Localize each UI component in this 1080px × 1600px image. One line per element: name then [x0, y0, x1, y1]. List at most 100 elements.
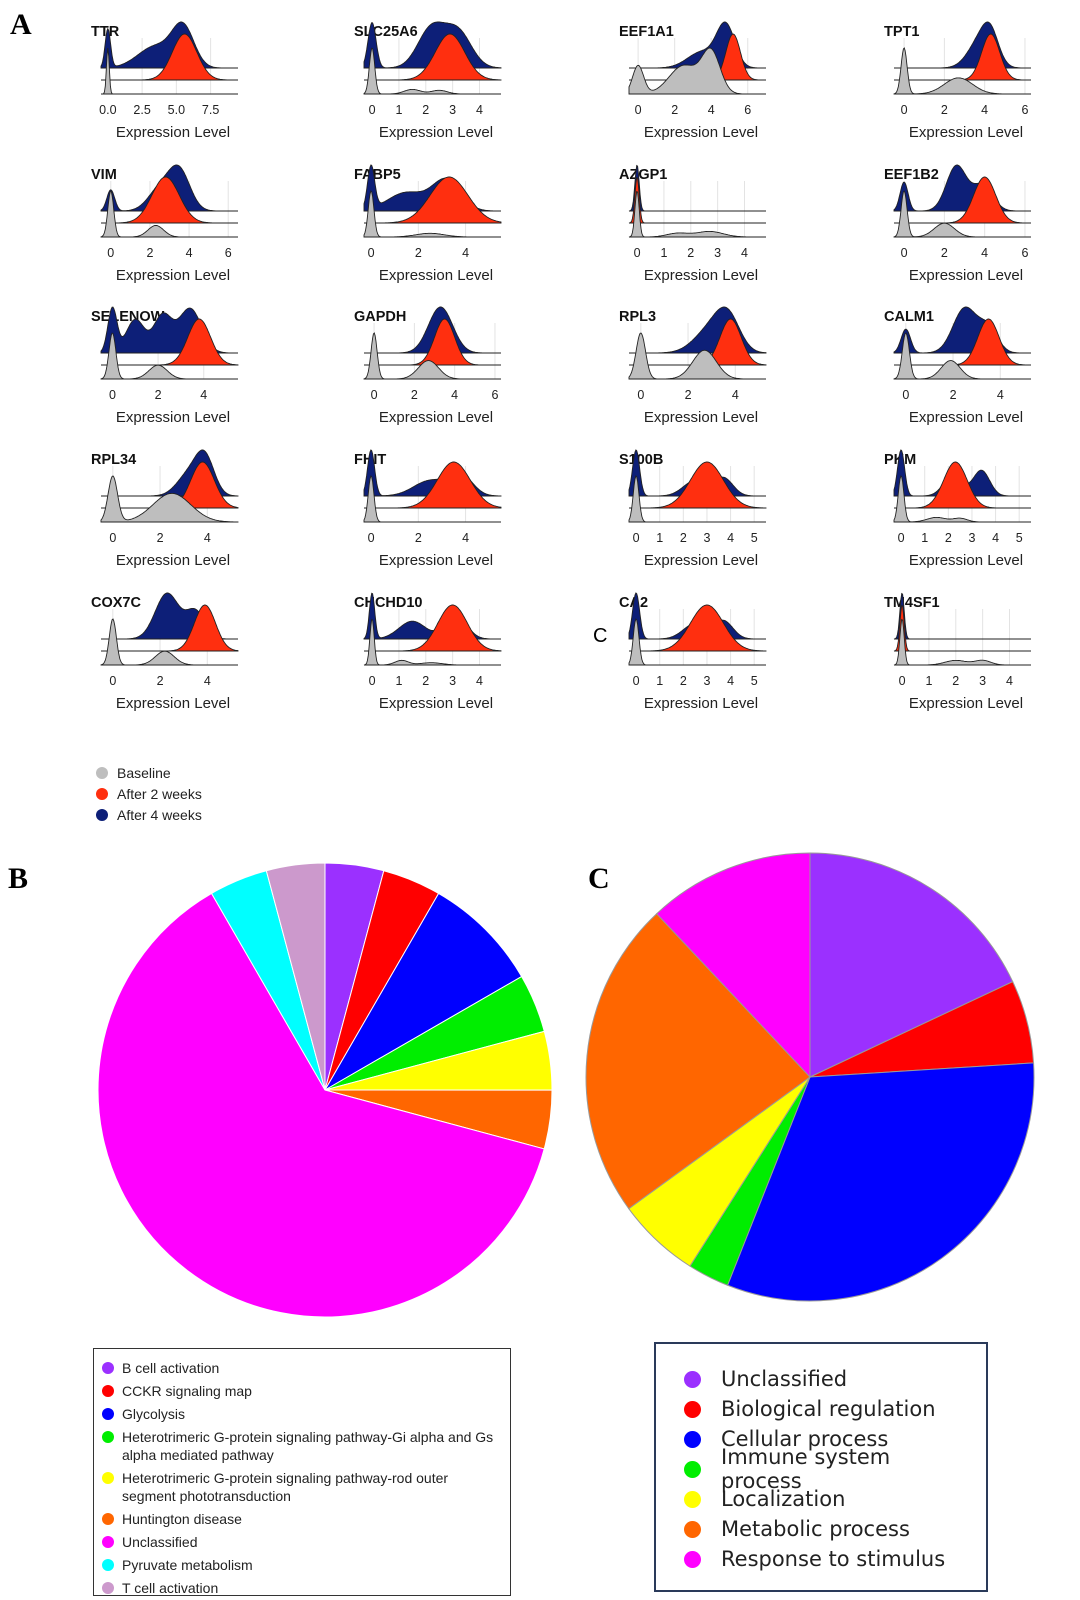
- x-axis-label: Expression Level: [379, 552, 493, 569]
- gene-title: CHCHD10: [354, 595, 423, 611]
- tick-label: 2: [157, 674, 164, 688]
- tick-label: 3: [703, 674, 710, 688]
- legend-label: Heterotrimeric G-protein signaling pathw…: [122, 1470, 449, 1504]
- tick-label: 0: [899, 674, 906, 688]
- ridge-after-2-weeks: [894, 33, 1031, 81]
- legend-label: B cell activation: [122, 1360, 220, 1376]
- gene-title: CALM1: [884, 309, 934, 325]
- x-axis-label: Expression Level: [644, 409, 758, 426]
- ridge-baseline: [363, 475, 501, 523]
- gene-title: GAPDH: [354, 309, 406, 325]
- ridge-baseline: [628, 618, 766, 666]
- legend-item-huntington-disease: Huntington disease: [102, 1510, 502, 1528]
- ridge-plot-fhit: FHIT024Expression Level: [354, 449, 502, 569]
- gene-title: TPT1: [884, 24, 919, 40]
- legend-item-metabolic-process: Metabolic process: [684, 1514, 976, 1544]
- legend-label: After 4 weeks: [117, 806, 202, 823]
- ridge-baseline: [893, 190, 1031, 238]
- legend-item-glycolysis: Glycolysis: [102, 1405, 502, 1423]
- legend-swatch: [684, 1520, 701, 1538]
- ridge-after-4-weeks: [100, 21, 238, 69]
- tick-label: 2: [671, 103, 678, 117]
- pie-slice-cellular-process: [726, 1062, 1035, 1302]
- x-axis-label: Expression Level: [116, 552, 230, 569]
- ridge-after-2-weeks: [101, 604, 239, 652]
- ridge-plot-chchd10: CHCHD10 0 1 2 3 4 Expression Level: [354, 592, 502, 712]
- tick-label: 3: [714, 246, 721, 260]
- x-axis-label: Expression Level: [644, 124, 758, 141]
- x-axis-label: Expression Level: [644, 267, 758, 284]
- tick-label: 0: [369, 674, 376, 688]
- tick-label: 2: [941, 246, 948, 260]
- ridge-baseline: [363, 47, 501, 95]
- x-axis-label: Expression Level: [379, 695, 493, 712]
- tick-label: 2: [422, 103, 429, 117]
- legend-label: Pyruvate metabolism: [122, 1557, 253, 1573]
- ridgeline-panel-a: TTR 0.0 2.5 5.0 7.5 Expression Level SLC25A6 0 1…: [91, 21, 1031, 712]
- legend-item-unclassified: Unclassified: [684, 1364, 976, 1394]
- legend-label: CCKR signaling map: [122, 1383, 252, 1399]
- legend-swatch: [102, 1536, 114, 1548]
- tick-label: 7.5: [202, 103, 219, 117]
- tick-label: 3: [979, 674, 986, 688]
- legend-item-heterotrimeric-g-protein-signaling-pathw: Heterotrimeric G-protein signaling pathw…: [102, 1428, 502, 1464]
- tick-label: 2: [687, 246, 694, 260]
- legend-item-after-2-weeks: After 2 weeks: [96, 783, 202, 804]
- ridge-plot-cox7c: COX7C 0 2 4 Expression Level: [91, 592, 239, 712]
- tick-label: 4: [462, 531, 469, 545]
- tick-label: 4: [476, 103, 483, 117]
- legend-swatch: [102, 1431, 114, 1443]
- legend-swatch: [102, 1513, 114, 1525]
- stray-panel-letter-c: C: [593, 625, 607, 647]
- ridge-after-2-weeks: [364, 318, 501, 366]
- ridge-plot-pkm: PKM012345Expression Level: [884, 449, 1031, 569]
- legend-swatch: [684, 1550, 701, 1568]
- tick-label: 1: [395, 674, 402, 688]
- tick-label: 6: [225, 246, 232, 260]
- ridge-plot-fabp5: FABP5 0 2 4 Expression Level: [354, 164, 502, 284]
- ridge-plot-s100b: S100B 0 1 2 3 4 5 Expression Level: [619, 449, 767, 569]
- tick-label: 5: [751, 531, 758, 545]
- legend-swatch: [102, 1408, 114, 1420]
- ridge-baseline: [893, 618, 1031, 666]
- tick-label: 4: [204, 674, 211, 688]
- ridge-baseline: [363, 190, 501, 238]
- tick-label: 1: [921, 531, 928, 545]
- legend-swatch: [102, 1362, 114, 1374]
- legend-panel-a: Baseline After 2 weeks After 4 weeks: [96, 762, 202, 825]
- gene-title: RPL3: [619, 309, 656, 325]
- ridge-baseline: [100, 475, 239, 523]
- legend-label: Unclassified: [122, 1534, 198, 1550]
- gene-title: AZGP1: [619, 167, 667, 183]
- tick-label: 0: [368, 246, 375, 260]
- gene-title: FABP5: [354, 167, 401, 183]
- tick-label: 4: [462, 246, 469, 260]
- ridge-plot-vim: VIM 0 2 4 6 Expression Level: [91, 164, 238, 284]
- x-axis-label: Expression Level: [909, 409, 1023, 426]
- x-axis-label: Expression Level: [379, 409, 493, 426]
- tick-label: 4: [708, 103, 715, 117]
- panel-letter-b: B: [8, 862, 28, 895]
- ridge-baseline: [100, 332, 238, 380]
- gene-title: SELENOW: [91, 309, 165, 325]
- legend-label: Metabolic process: [721, 1517, 910, 1541]
- legend-label: Immune system process: [721, 1445, 891, 1493]
- tick-label: 6: [491, 388, 498, 402]
- tick-label: 5.0: [168, 103, 185, 117]
- tick-label: 3: [449, 674, 456, 688]
- legend-swatch: [102, 1559, 114, 1571]
- panel-letter-a: A: [10, 8, 32, 41]
- tick-label: 1: [660, 246, 667, 260]
- tick-label: 4: [981, 246, 988, 260]
- ridge-plot-gapdh: GAPDH 0 2 4 6 Expression Level: [354, 306, 501, 426]
- ridge-baseline: [628, 47, 766, 95]
- legend-label: After 2 weeks: [117, 785, 202, 802]
- tick-label: 0: [634, 246, 641, 260]
- legend-item-after-4-weeks: After 4 weeks: [96, 804, 202, 825]
- tick-label: 4: [981, 103, 988, 117]
- legend-swatch: [102, 1472, 114, 1484]
- tick-label: 2: [155, 388, 162, 402]
- tick-label: 0: [371, 388, 378, 402]
- panel-letter-c: C: [588, 862, 610, 895]
- tick-label: 4: [997, 388, 1004, 402]
